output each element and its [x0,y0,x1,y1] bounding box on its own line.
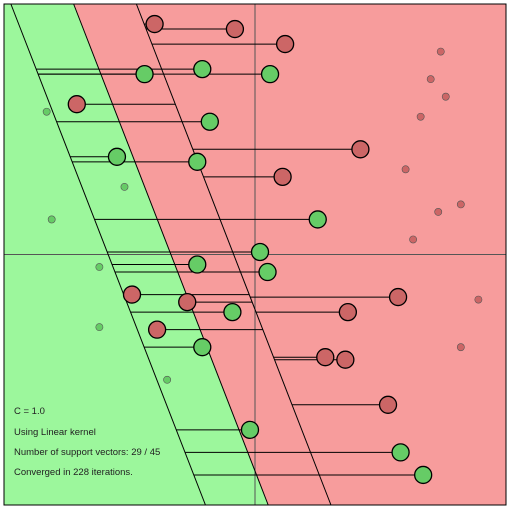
red-support-vector [178,292,197,312]
green-support-vector [135,64,154,84]
red-support-vector [122,285,142,304]
green-support-vector [414,465,433,485]
red-support-vector [145,14,164,34]
red-point [409,235,418,244]
green-support-vector [240,420,260,440]
green-margin-line [10,3,206,506]
red-support-vector [273,167,292,186]
red-point [456,200,465,209]
iterations-label: Converged in 228 iterations. [14,467,133,478]
data-points [42,14,483,485]
red-support-vector [338,302,358,322]
red-support-vector [336,350,355,369]
red-point [426,75,435,84]
green-support-vector [308,210,327,229]
red-support-vector [351,140,370,159]
red-support-vector [275,34,295,54]
decision-boundary-line [73,3,269,506]
red-point [401,165,410,174]
green-support-vector [260,64,280,84]
green-support-vector [193,338,212,357]
red-point [416,112,425,121]
red-support-vector [67,95,86,114]
green-support-vector [188,152,207,171]
red-point [441,92,450,101]
red-support-vector [147,320,167,339]
plot-border [3,3,507,506]
red-support-vector [316,348,335,367]
green-point [42,107,51,116]
green-point [47,215,56,224]
green-point [120,182,129,191]
green-support-vector [200,112,219,131]
support-vectors-label: Number of support vectors: 29 / 45 [14,447,160,458]
margin-lines [10,3,332,506]
green-point [95,263,104,271]
green-support-vector [188,255,207,274]
green-support-vector [193,59,212,79]
red-point [456,343,465,352]
c-value-label: C = 1.0 [14,406,45,417]
green-support-vector [391,443,410,462]
green-point [163,375,172,384]
red-point [474,295,483,304]
info-panel: C = 1.0 Using Linear kernel Number of su… [14,406,160,478]
green-support-vector [258,262,277,282]
red-margin-line [135,3,332,506]
kernel-label: Using Linear kernel [14,427,96,438]
red-point [434,208,443,216]
green-support-vector [250,242,270,262]
red-point [436,47,445,56]
red-support-vector [225,19,245,39]
green-support-vector [107,147,127,166]
red-support-vector [388,287,408,307]
green-support-vector [223,302,242,322]
green-point [95,323,104,332]
red-support-vector [378,395,398,414]
